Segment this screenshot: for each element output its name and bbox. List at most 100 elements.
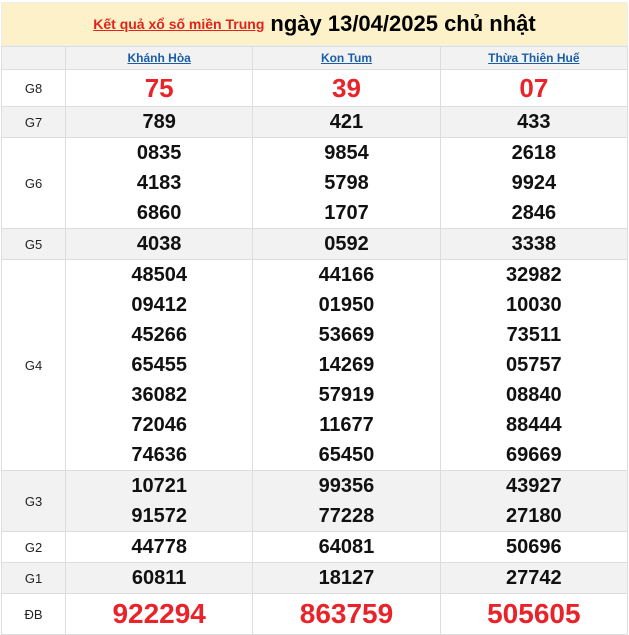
prize-number: 99356 [318,475,375,497]
prize-row: G7 789 421 433 [1,106,629,138]
prize-cell: 64081 [252,531,441,563]
prize-number: 0835 [136,142,182,164]
prize-cell: 07 [439,69,629,107]
banner: Kết quả xổ số miền Trung ngày 13/04/2025… [1,2,628,46]
prize-number: 05757 [506,354,562,376]
prize-number: 60811 [131,567,187,589]
prize-row: G2 44778 64081 50696 [1,531,629,563]
prize-cell: 433 [439,106,629,138]
prize-cell: 505605 [439,593,629,635]
prize-number: 48504 [131,264,187,286]
province-link[interactable]: Kon Tum [320,51,373,65]
prize-cell: 2618 9924 2846 [439,137,629,229]
prize-number: 09412 [131,294,187,316]
prize-number: 74636 [131,444,187,466]
prize-number: 88444 [506,414,562,436]
prize-cell: 789 [64,106,254,138]
prize-number: 863759 [299,598,394,629]
prize-number: 505605 [487,598,581,629]
results-table: Khánh Hòa Kon Tum Thừa Thiên Huế G8 75 39 0… [1,46,629,635]
prize-number: 57919 [318,384,375,406]
prize-number: 10030 [506,294,562,316]
prize-cell: 863759 [252,593,441,635]
prize-number: 2618 [511,142,557,164]
prize-cell: 32982 10030 73511 05757 08840 88444 69669 [439,259,629,471]
prize-number: 0592 [324,233,369,255]
prize-label: G6 [1,137,66,229]
prize-cell: 48504 09412 45266 65455 36082 72046 74636 [64,259,254,471]
region-results-link[interactable]: Kết quả xổ số miền Trung [93,16,265,32]
prize-number: 18127 [318,567,375,589]
prize-row: G4 48504 09412 45266 65455 36082 72046 74636 441… [1,259,629,471]
prize-cell: 10721 91572 [64,470,254,532]
prize-number: 69669 [506,444,562,466]
header-row: Khánh Hòa Kon Tum Thừa Thiên Huế [1,46,629,70]
prize-number: 433 [517,111,551,133]
prize-number: 64081 [318,536,375,558]
prize-cell: 18127 [252,562,441,594]
prize-cell: 4038 [64,228,254,260]
province-link[interactable]: Thừa Thiên Huế [488,51,580,65]
prize-number: 53669 [318,324,375,346]
prize-number: 10721 [131,475,187,497]
prize-row: G6 0835 4183 6860 9854 5798 1707 2618 9924 2846 [1,137,629,229]
prize-number: 36082 [131,384,187,406]
prize-cell: 3338 [439,228,629,260]
prize-number: 91572 [131,505,187,527]
prize-cell: 50696 [439,531,629,563]
prize-cell: 75 [64,69,254,107]
prize-cell: 44166 01950 53669 14269 57919 11677 65450 [252,259,441,471]
province-link[interactable]: Khánh Hòa [127,51,191,65]
prize-number: 44166 [318,264,375,286]
prize-number: 3338 [511,233,557,255]
prize-cell: 0592 [252,228,441,260]
prize-number: 45266 [131,324,187,346]
prize-cell: 0835 4183 6860 [64,137,254,229]
prize-number: 6860 [136,202,182,224]
header-blank [1,46,66,70]
prize-cell: 39 [252,69,441,107]
draw-date: ngày 13/04/2025 chủ nhật [270,11,536,36]
prize-number: 27180 [506,505,562,527]
prize-number: 77228 [318,505,375,527]
prize-number: 75 [144,73,174,103]
prize-row: G1 60811 18127 27742 [1,562,629,594]
prize-number: 421 [329,111,364,133]
prize-row: ĐB 922294 863759 505605 [1,593,629,635]
prize-row: G3 10721 91572 99356 77228 43927 27180 [1,470,629,532]
prize-number: 65455 [131,354,187,376]
prize-number: 5798 [324,172,369,194]
prize-number: 9924 [511,172,557,194]
prize-cell: 99356 77228 [252,470,441,532]
prize-row: G5 4038 0592 3338 [1,228,629,260]
prize-row: G8 75 39 07 [1,69,629,107]
prize-number: 32982 [506,264,562,286]
prize-cell: 43927 27180 [439,470,629,532]
prize-number: 01950 [318,294,375,316]
prize-number: 72046 [131,414,187,436]
prize-cell: 60811 [64,562,254,594]
prize-cell: 27742 [439,562,629,594]
prize-number: 2846 [511,202,557,224]
prize-number: 08840 [506,384,562,406]
prize-cell: 421 [252,106,441,138]
prize-label: G5 [1,228,66,260]
prize-number: 50696 [506,536,562,558]
prize-cell: 922294 [64,593,254,635]
prize-number: 4183 [136,172,182,194]
prize-number: 44778 [131,536,187,558]
prize-label: ĐB [1,593,66,635]
prize-number: 9854 [324,142,369,164]
prize-cell: 44778 [64,531,254,563]
prize-label: G3 [1,470,66,532]
prize-label: G8 [1,69,66,107]
prize-label: G2 [1,531,66,563]
prize-label: G7 [1,106,66,138]
prize-number: 43927 [506,475,562,497]
prize-cell: 9854 5798 1707 [252,137,441,229]
prize-number: 789 [142,111,176,133]
prize-label: G4 [1,259,66,471]
prize-number: 1707 [324,202,369,224]
prize-number: 27742 [506,567,562,589]
